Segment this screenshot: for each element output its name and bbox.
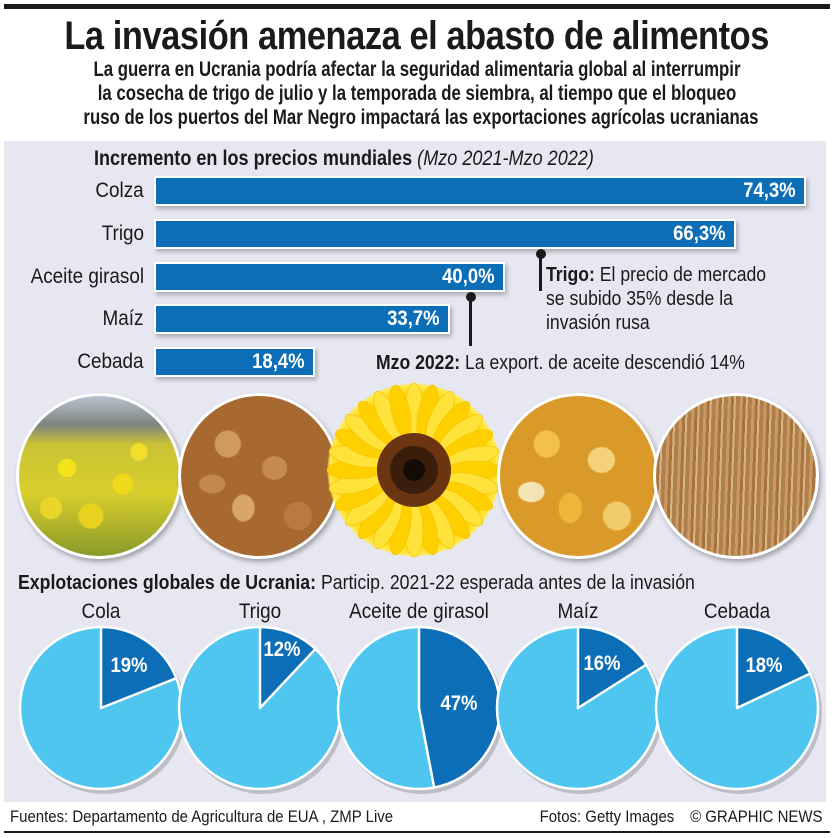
subtitle-line: ruso de los puertos del Mar Negro impact… xyxy=(83,106,759,129)
pie-slice-ukraine xyxy=(576,625,648,710)
pie-category-label: Maíz xyxy=(557,600,599,623)
aceite-annotation-line: La export. de aceite descendió 14% xyxy=(465,352,745,374)
page-title-text: La invasión amenaza el abasto de aliment… xyxy=(64,14,770,58)
aceite-annotation-pin-dot xyxy=(466,292,476,302)
pie-value-label: 16% xyxy=(583,651,621,675)
bar-chart-title: Incremento en los precios mundiales (Mzo… xyxy=(94,146,594,172)
pie-value-label: 18% xyxy=(745,653,783,677)
barley-field-photo xyxy=(653,393,819,559)
bar-chart-subtitle: (Mzo 2021-Mzo 2022) xyxy=(417,147,594,170)
bar-category-label: Maíz xyxy=(103,307,144,330)
footer-credits: Fotos: Getty Images © GRAPHIC NEWS xyxy=(523,806,822,828)
subtitle-line: La guerra en Ucrania podría afectar la s… xyxy=(93,58,741,81)
pie-category-label: Cebada xyxy=(703,600,771,623)
pie-cebada xyxy=(654,625,822,794)
pie-value-label: 47% xyxy=(440,692,478,716)
pie-category-label: Trigo xyxy=(238,600,282,623)
aceite-annotation-pin-line xyxy=(469,298,472,346)
bar-value-label: 74,3% xyxy=(743,179,796,202)
pie-section-title: Explotaciones globales de Ucrania: Parti… xyxy=(18,571,695,595)
trigo-annotation-line: se subido 35% desde la xyxy=(546,288,733,310)
pie-slice-ukraine xyxy=(99,625,178,710)
pie-section-title-bold: Explotaciones globales de Ucrania: xyxy=(18,572,317,594)
trigo-annotation-line: invasión rusa xyxy=(546,312,650,334)
page-title: La invasión amenaza el abasto de aliment… xyxy=(0,14,834,58)
trigo-annotation-pin-line xyxy=(539,255,542,291)
footer-sources: Fuentes: Departamento de Agricultura de … xyxy=(10,807,394,826)
wheat-grains-photo xyxy=(178,393,340,559)
pie-value-label: 12% xyxy=(263,638,301,661)
pie-maíz xyxy=(495,625,663,794)
pie-section-subtitle: Particip. 2021-22 esperada antes de la i… xyxy=(320,572,695,594)
footer-credit: © GRAPHIC NEWS xyxy=(689,807,822,826)
footer-photos: Fotos: Getty Images xyxy=(539,807,674,826)
pie-cola xyxy=(18,625,186,794)
bar-maíz: 33,7% xyxy=(154,304,450,334)
bar-value-label: 66,3% xyxy=(673,222,726,245)
bottom-rule xyxy=(4,831,830,833)
top-rule xyxy=(4,4,830,9)
pie-category-label: Aceite de girasol xyxy=(349,600,489,623)
bar-category-label: Trigo xyxy=(101,222,144,245)
trigo-annotation-bold: Trigo: xyxy=(546,264,595,286)
bar-aceite-girasol: 40,0% xyxy=(154,262,505,292)
bar-value-label: 40,0% xyxy=(442,265,495,288)
bar-chart-title-text: Incremento en los precios mundiales xyxy=(94,147,413,170)
bar-colza: 74,3% xyxy=(154,176,806,206)
corn-kernels-photo xyxy=(497,393,659,559)
rapeseed-field-photo xyxy=(16,393,182,559)
pie-slice-ukraine xyxy=(258,625,317,710)
page-subtitle: La guerra en Ucrania podría afectar la s… xyxy=(0,58,834,130)
pie-slice-ukraine xyxy=(735,625,812,710)
sunflower-photo xyxy=(326,382,502,558)
bar-value-label: 18,4% xyxy=(252,350,305,373)
bar-value-label: 33,7% xyxy=(387,307,440,330)
trigo-annotation: Trigo: El precio de mercado se subido 35… xyxy=(546,263,766,335)
aceite-annotation-bold: Mzo 2022: xyxy=(376,352,461,374)
sunflower-petals-icon xyxy=(326,382,502,558)
bar-trigo: 66,3% xyxy=(154,219,736,249)
aceite-annotation: Mzo 2022: La export. de aceite descendió… xyxy=(376,351,745,375)
trigo-annotation-pin-dot xyxy=(536,249,546,259)
bar-category-label: Cebada xyxy=(77,350,144,373)
subtitle-line: la cosecha de trigo de julio y la tempor… xyxy=(97,82,737,105)
bar-category-label: Aceite girasol xyxy=(30,265,144,288)
bar-category-label: Colza xyxy=(95,179,144,202)
pie-category-label: Cola xyxy=(81,600,121,623)
pie-trigo xyxy=(177,625,345,794)
bar-cebada: 18,4% xyxy=(154,347,315,377)
trigo-annotation-line: El precio de mercado xyxy=(599,264,767,286)
pie-value-label: 19% xyxy=(110,654,148,678)
